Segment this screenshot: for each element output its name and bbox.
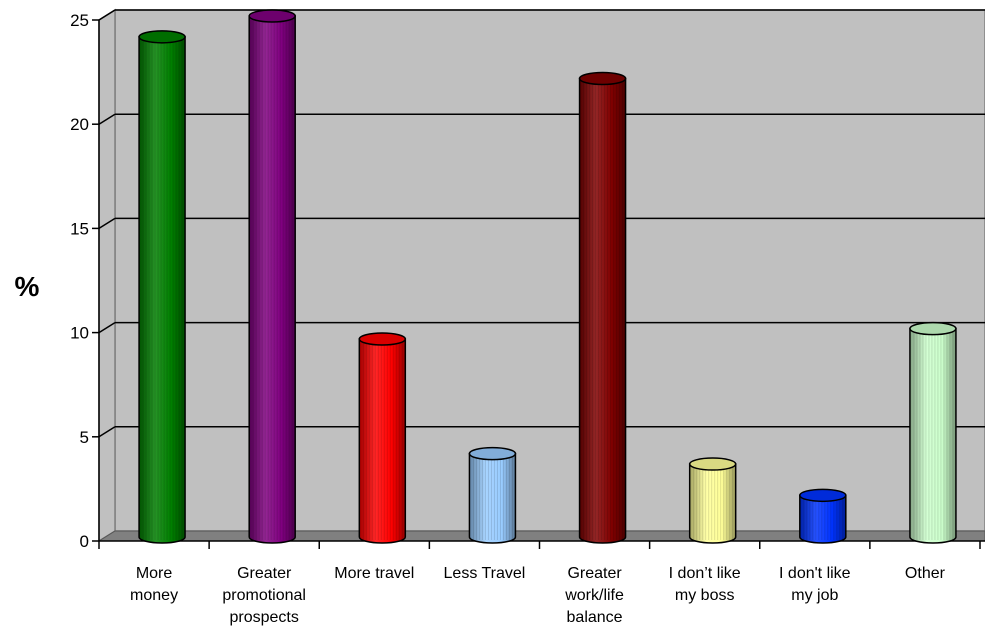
x-category-label: Other: [905, 565, 946, 582]
bar: [688, 457, 737, 544]
bar-top: [799, 488, 847, 503]
gridline: [98, 321, 116, 334]
bar-body: [248, 15, 296, 544]
bar-top: [688, 457, 737, 471]
bar-top: [358, 332, 407, 346]
bar-body: [358, 338, 407, 544]
x-category-label: balance: [567, 609, 623, 626]
y-tick-label: 0: [80, 532, 89, 551]
bar-top: [578, 71, 627, 86]
y-tick-label: 10: [70, 324, 89, 343]
bar: [799, 488, 847, 544]
x-category-label: my boss: [675, 587, 735, 604]
category-labels: More money Greater promotional prospects More…: [130, 565, 946, 626]
x-category-label: I don't like: [779, 565, 851, 582]
x-category-label: work/life: [564, 587, 624, 604]
y-tick-label: 15: [70, 219, 89, 238]
x-category-label: my job: [791, 587, 838, 604]
y-tick-label: 25: [70, 11, 89, 30]
bar: [138, 30, 186, 544]
bar: [248, 9, 296, 544]
plot-floor: [97, 530, 985, 542]
bar: [578, 71, 627, 544]
x-category-label: Greater: [567, 565, 622, 582]
x-category-label: promotional: [222, 587, 306, 604]
bar-top: [248, 9, 296, 23]
x-category-label: More: [136, 565, 173, 582]
gridline: [98, 9, 116, 21]
y-axis-label: %: [15, 271, 40, 302]
bars: [138, 9, 957, 544]
y-tick-label: 5: [80, 428, 89, 447]
bar-body: [909, 327, 957, 544]
bar-body: [138, 36, 186, 544]
gridline: [98, 217, 116, 230]
bar-top: [468, 446, 517, 461]
bar-top: [909, 321, 957, 336]
bar: [358, 332, 407, 544]
gridline: [98, 113, 116, 125]
x-category-label: prospects: [230, 609, 299, 626]
floor-panel: [97, 530, 985, 542]
bar-top: [138, 30, 186, 44]
side-wall-panel: [98, 8, 116, 543]
plot-back-wall: [98, 8, 985, 543]
bar-body: [468, 452, 517, 544]
bar-body: [578, 77, 627, 544]
bar-body: [688, 463, 737, 544]
bar: [468, 446, 517, 544]
x-category-label: money: [130, 587, 178, 604]
back-wall-panel: [114, 9, 985, 532]
x-category-label: Greater: [237, 565, 292, 582]
x-category-label: More travel: [334, 565, 414, 582]
y-tick-label: 20: [70, 115, 89, 134]
x-category-label: Less Travel: [444, 565, 526, 582]
gridline: [98, 426, 116, 438]
bar: [909, 321, 957, 544]
y-tick-labels: 0 5 10 15 20 25: [70, 11, 89, 551]
x-category-label: I don’t like: [669, 565, 741, 582]
bar-body: [799, 494, 847, 544]
